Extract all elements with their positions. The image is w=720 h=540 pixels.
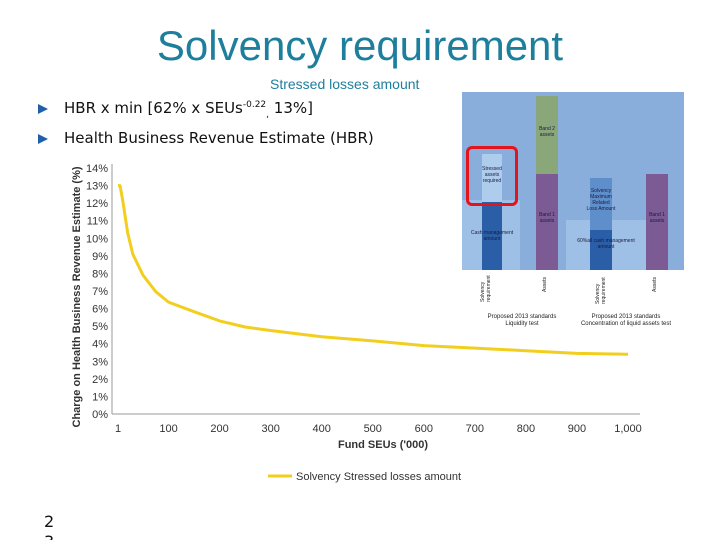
y-tick-label: 8% — [92, 268, 108, 280]
caption-liquidity: Proposed 2013 standards Liquidity test — [487, 314, 557, 327]
legend-label: Solvency Stressed losses amount — [296, 471, 461, 483]
x-tick-label: 200 — [210, 423, 228, 435]
x-tick-label: 300 — [261, 423, 279, 435]
formula-exponent: -0.22 — [242, 100, 267, 110]
inset-bar-stressed — [482, 154, 502, 202]
x-tick-label: 700 — [466, 423, 484, 435]
x-tick-label: 400 — [313, 423, 331, 435]
formula-text: HBR x min [62% x SEUs — [64, 99, 243, 117]
y-tick-label: 14% — [86, 163, 108, 175]
bullet-hbr: Health Business Revenue Estimate (HBR) — [38, 129, 374, 147]
y-tick-label: 10% — [86, 233, 108, 245]
x-tick-label: 100 — [159, 423, 177, 435]
y-tick-label: 4% — [92, 339, 108, 351]
series-line — [117, 184, 629, 356]
y-tick-label: 1% — [92, 391, 108, 403]
page-number: 2 3 — [44, 512, 55, 540]
x-tick-label: 900 — [568, 423, 586, 435]
x-tick-label: 1,000 — [614, 423, 642, 435]
inset-bar-max-loss — [590, 178, 612, 230]
y-tick-label: 12% — [86, 198, 108, 210]
inset-bar-band1-right — [646, 174, 668, 270]
highlight-box — [466, 146, 518, 206]
formula-tail: 13%] — [269, 99, 313, 117]
y-axis-title: Charge on Health Business Revenue Estima… — [71, 166, 83, 427]
label-cash-mgmt-left: Cash management amount — [470, 230, 514, 242]
hbr-text: Health Business Revenue Estimate (HBR) — [64, 129, 374, 147]
label-band1-right: Band 1 assets — [649, 212, 665, 224]
x-axis-title: Fund SEUs ('000) — [338, 439, 428, 451]
x-tick-label: 1 — [115, 423, 121, 435]
x-tick-label: 800 — [517, 423, 535, 435]
y-tick-label: 0% — [92, 409, 108, 421]
axis-assets-right: Assets — [652, 276, 658, 292]
caption-concentration: Proposed 2013 standards Concentration of… — [580, 314, 672, 327]
axis-solvency-left: Solvency requirement — [480, 275, 492, 302]
slide-subtitle: Stressed losses amount — [270, 76, 420, 92]
label-band2: Band 2 assets — [539, 126, 555, 138]
bullet-formula: HBR x min [62% x SEUs-0.22, 13%] — [38, 99, 313, 120]
inset-bar-band2 — [536, 96, 558, 174]
y-tick-label: 6% — [92, 304, 108, 316]
bullet-arrow-icon — [38, 133, 48, 144]
slide-title: Solvency requirement — [156, 22, 564, 69]
solvency-inset-diagram: Band 2 assets Stressed assets required B… — [462, 92, 684, 332]
label-band1-left: Band 1 assets — [539, 212, 555, 224]
inset-bar-solvency-left — [482, 202, 502, 270]
y-tick-label: 2% — [92, 374, 108, 386]
inset-bar-band1-left — [536, 174, 558, 270]
bullet-arrow-icon — [38, 103, 48, 114]
label-cash-mgmt-right: 60%all cash management amount — [577, 238, 635, 250]
y-tick-label: 11% — [87, 216, 108, 228]
label-stressed: Stressed assets required — [482, 166, 502, 184]
label-solvency-max: Solvency Maximum Related Loss Amount — [586, 188, 616, 212]
axis-assets-left: Assets — [542, 276, 548, 292]
formula-comma: , — [266, 110, 270, 120]
x-tick-label: 500 — [364, 423, 382, 435]
axis-solvency-right: Solvency requirement — [595, 277, 607, 304]
y-tick-label: 7% — [92, 286, 108, 298]
x-tick-label: 600 — [415, 423, 433, 435]
y-tick-label: 3% — [92, 356, 108, 368]
y-tick-label: 9% — [92, 251, 108, 263]
y-tick-label: 13% — [86, 181, 108, 193]
y-tick-label: 5% — [92, 321, 108, 333]
